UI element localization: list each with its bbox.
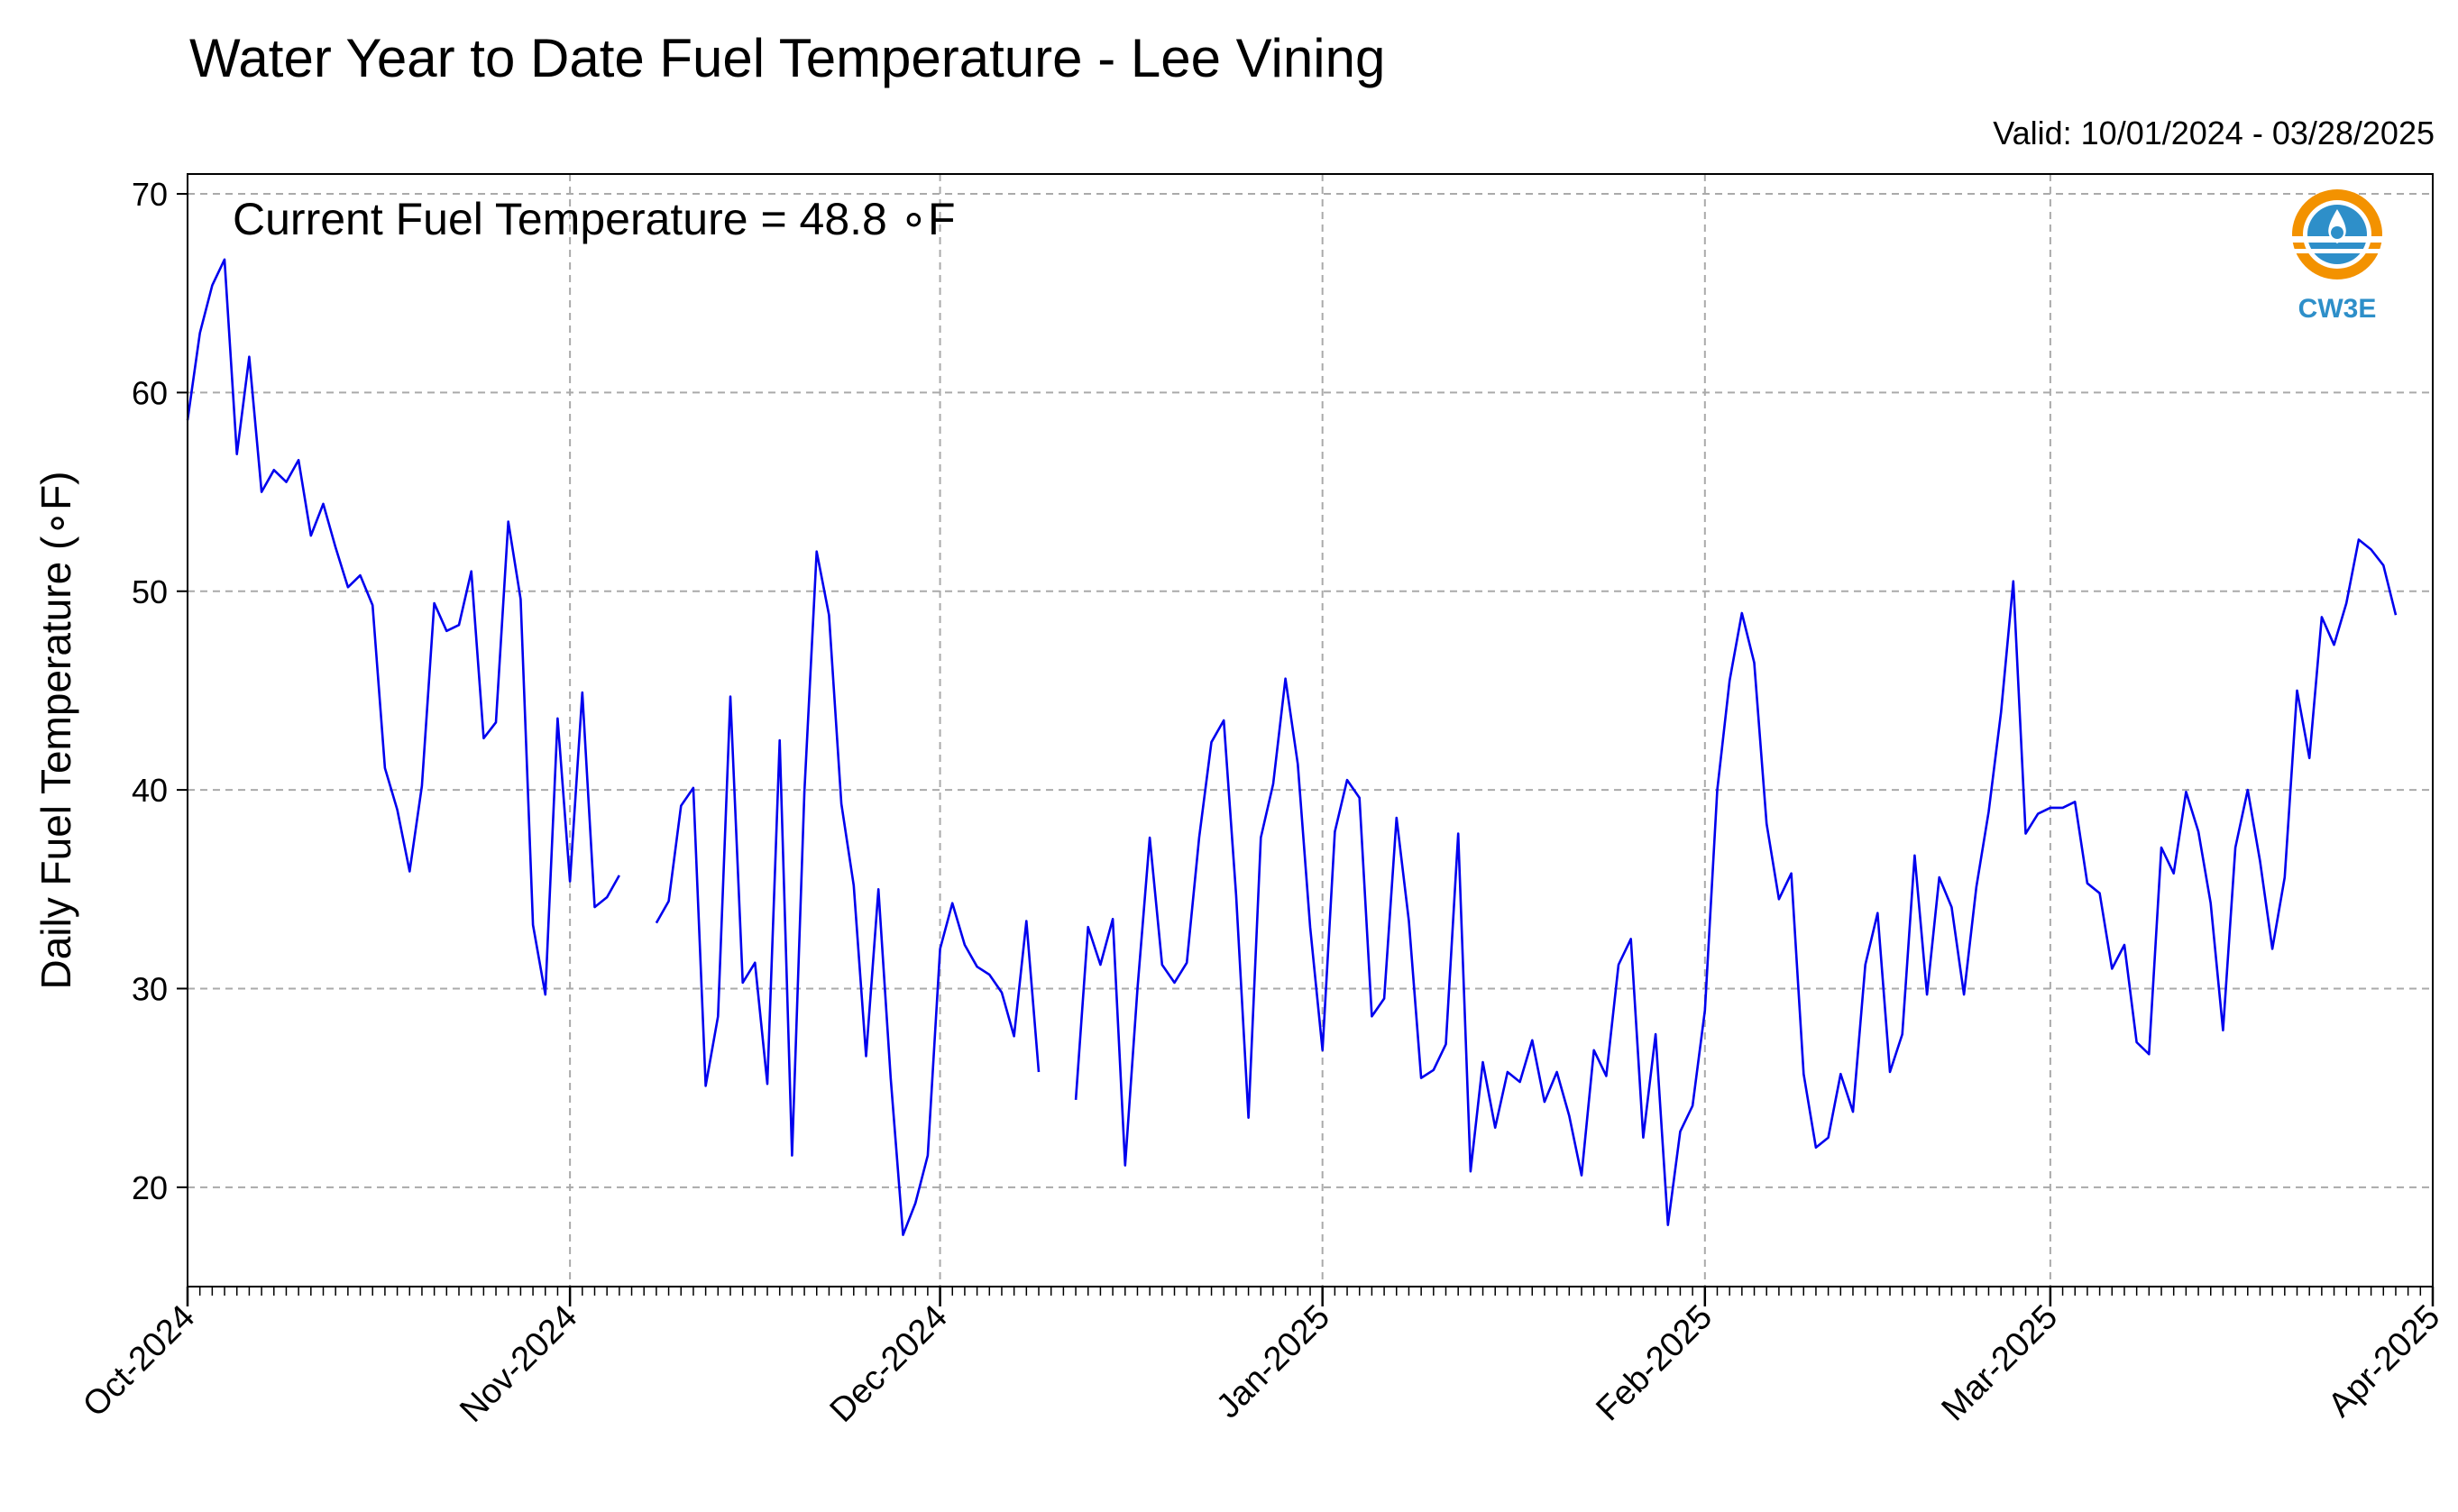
y-tick-label: 50 [132, 573, 168, 610]
y-tick-label: 70 [132, 176, 168, 213]
chart-title: Water Year to Date Fuel Temperature - Le… [189, 28, 1385, 88]
y-tick-label: 20 [132, 1169, 168, 1206]
plot-frame [187, 173, 2434, 1287]
x-tick-label: Apr-2025 [2321, 1298, 2447, 1425]
grid-lines [188, 174, 2433, 1287]
cw3e-logo-text: CW3E [2298, 294, 2377, 324]
x-tick-label: Dec-2024 [823, 1298, 955, 1430]
y-axis-label: Daily Fuel Temperature (∘F) [32, 472, 79, 990]
fuel-temperature-line [186, 258, 620, 996]
x-axis-ticks: Oct-2024 Nov-2024 Dec-2024 Jan-2025 Feb-2025… [76, 1287, 2447, 1430]
y-tick-label: 30 [132, 970, 168, 1007]
x-tick-label: Nov-2024 [453, 1298, 584, 1430]
x-tick-label: Oct-2024 [76, 1298, 202, 1425]
x-tick-label: Jan-2025 [1209, 1298, 1337, 1426]
current-fuel-temperature-annotation: Current Fuel Temperature = 48.8 ∘F [233, 194, 956, 244]
fuel-temperature-line [655, 550, 1041, 1236]
x-tick-label: Mar-2025 [1935, 1298, 2066, 1429]
series-layer [186, 258, 2398, 1236]
cw3e-logo-icon [2290, 189, 2384, 279]
y-axis-ticks: 20 30 40 50 60 70 [132, 176, 188, 1206]
fuel-temperature-line [1074, 538, 2398, 1226]
cw3e-logo: CW3E [2290, 189, 2384, 324]
y-tick-label: 60 [132, 374, 168, 411]
x-tick-label: Feb-2025 [1589, 1298, 1720, 1429]
y-tick-label: 40 [132, 772, 168, 809]
valid-date-range: Valid: 10/01/2024 - 03/28/2025 [1993, 115, 2435, 151]
